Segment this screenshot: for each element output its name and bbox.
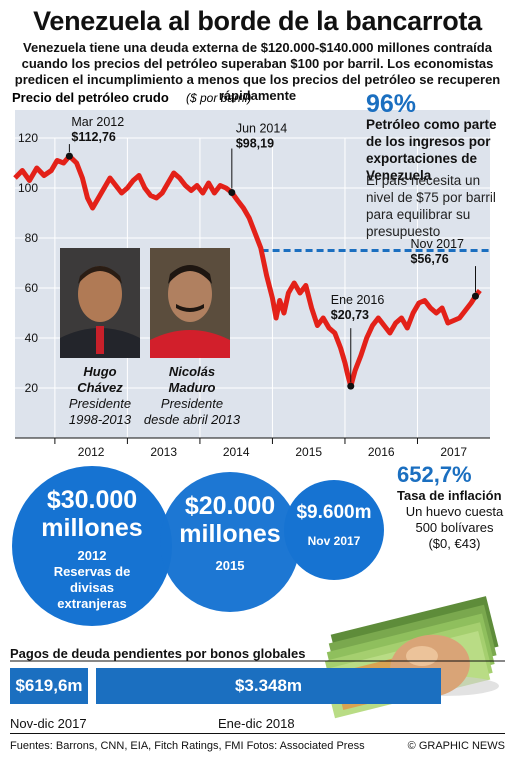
x-tick-label-2012: 2012 [78, 445, 105, 459]
reserves-2015-unit: millones [179, 520, 281, 548]
annotation-date-2: Ene 2016 [331, 293, 385, 307]
annotation-value-0: $112,76 [71, 130, 116, 144]
bond-2017-period: Nov-dic 2017 [10, 716, 87, 731]
maduro-caption: Nicolás Maduro Presidente desde abril 20… [142, 364, 242, 428]
x-tick-label-2016: 2016 [368, 445, 395, 459]
maduro-first-name: Nicolás [168, 364, 216, 379]
inflation-label: Tasa de inflación [397, 488, 502, 503]
inflation-note-line3: ($0, €43) [428, 536, 481, 551]
bond-2018-value: $3.348m [234, 676, 303, 695]
x-tick-label-2017: 2017 [440, 445, 467, 459]
bond-2018-period: Ene-dic 2018 [218, 716, 295, 731]
chavez-first-name: Hugo [83, 364, 117, 379]
bonds-title: Pagos de deuda pendientes por bonos glob… [10, 646, 306, 661]
annotation-date-0: Mar 2012 [71, 115, 124, 129]
reserves-2012-desc: Reservas de divisas extranjeras [53, 564, 131, 611]
maduro-period: desde abril 2013 [143, 412, 241, 427]
annotation-dot-2 [347, 382, 355, 390]
annotation-value-1: $98,19 [236, 137, 274, 151]
x-tick-label-2013: 2013 [150, 445, 177, 459]
chavez-photo [60, 248, 140, 358]
inflation-note: Un huevo cuesta 500 bolívares ($0, €43) [397, 504, 512, 552]
annotation-date-1: Jun 2014 [236, 122, 287, 136]
reserves-2015-circle: $20.000 millones 2015 [160, 472, 300, 612]
banknotes-egg-illustration [322, 596, 499, 719]
x-tick-label-2015: 2015 [295, 445, 322, 459]
reserves-2012-unit: millones [41, 514, 143, 542]
inflation-note-line1: Un huevo cuesta [405, 504, 504, 519]
bonds-divider [10, 660, 505, 662]
x-tick-label-2014: 2014 [223, 445, 250, 459]
y-tick-label-100: 100 [18, 181, 38, 195]
maduro-photo [150, 248, 230, 358]
reserves-2017-date: Nov 2017 [307, 534, 361, 548]
annotation-value-2: $20,73 [331, 308, 369, 322]
y-axis: 20 40 60 80 100 120 [18, 131, 38, 395]
reserves-2012-circle: $30.000 millones 2012 Reservas de divisa… [12, 466, 172, 626]
annotation-value-3: $56,76 [410, 252, 448, 266]
y-tick-label-80: 80 [25, 231, 39, 245]
reserves-2012-year: 2012 [77, 548, 107, 563]
y-tick-label-60: 60 [25, 281, 39, 295]
budget-note: El país necesita un nivel de $75 por bar… [366, 173, 496, 239]
y-tick-label-20: 20 [25, 381, 39, 395]
reserves-2015-year: 2015 [215, 558, 245, 573]
annotation-date-3: Nov 2017 [410, 237, 464, 251]
chavez-period: 1998-2013 [68, 412, 132, 427]
reserves-2017-circle: $9.600m Nov 2017 [284, 480, 384, 580]
y-tick-label-120: 120 [18, 131, 38, 145]
chart-units: ($ por barril) [186, 91, 251, 105]
bond-2017-value: $619,6m [15, 676, 83, 695]
export-share-label: Petróleo como parte de los ingresos por … [366, 117, 497, 183]
annotation-dot-3 [471, 292, 479, 300]
export-share-value: 96% [366, 90, 417, 118]
maduro-last-name: Maduro [168, 380, 216, 395]
chavez-role: Presidente [68, 396, 132, 411]
footer-divider [10, 733, 505, 734]
reserves-2015-amount: $20.000 [184, 492, 276, 520]
chart-title: Precio del petróleo crudo [12, 90, 169, 105]
annotation-dot-1 [228, 189, 236, 197]
credit: © GRAPHIC NEWS [407, 740, 505, 752]
y-tick-label-40: 40 [25, 331, 39, 345]
bond-2018-bar: $3.348m [96, 668, 441, 704]
maduro-role: Presidente [160, 396, 224, 411]
x-axis: 2012 2013 2014 2015 2016 2017 [15, 437, 490, 459]
chavez-last-name: Chávez [77, 380, 123, 395]
chart-grid [15, 137, 490, 438]
oil-price-series-line [13, 153, 482, 389]
bond-2017-bar: $619,6m [10, 668, 88, 704]
annotation-dot-0 [65, 152, 73, 160]
reserves-2012-amount: $30.000 [46, 486, 138, 514]
sources: Fuentes: Barrons, CNN, EIA, Fitch Rating… [10, 740, 365, 752]
reserves-2017-amount: $9.600m [296, 502, 372, 523]
chavez-caption: Hugo Chávez Presidente 1998-2013 [54, 364, 146, 428]
page-subtitle: Venezuela tiene una deuda externa de $12… [14, 40, 501, 103]
chart-annotations: Mar 2012$112,76 Jun 2014$98,19 Ene 2016$20… [65, 115, 479, 390]
page-title: Venezuela al borde de la bancarrota [33, 6, 482, 36]
inflation-note-line2: 500 bolívares [415, 520, 494, 535]
inflation-value: 652,7% [397, 462, 472, 487]
